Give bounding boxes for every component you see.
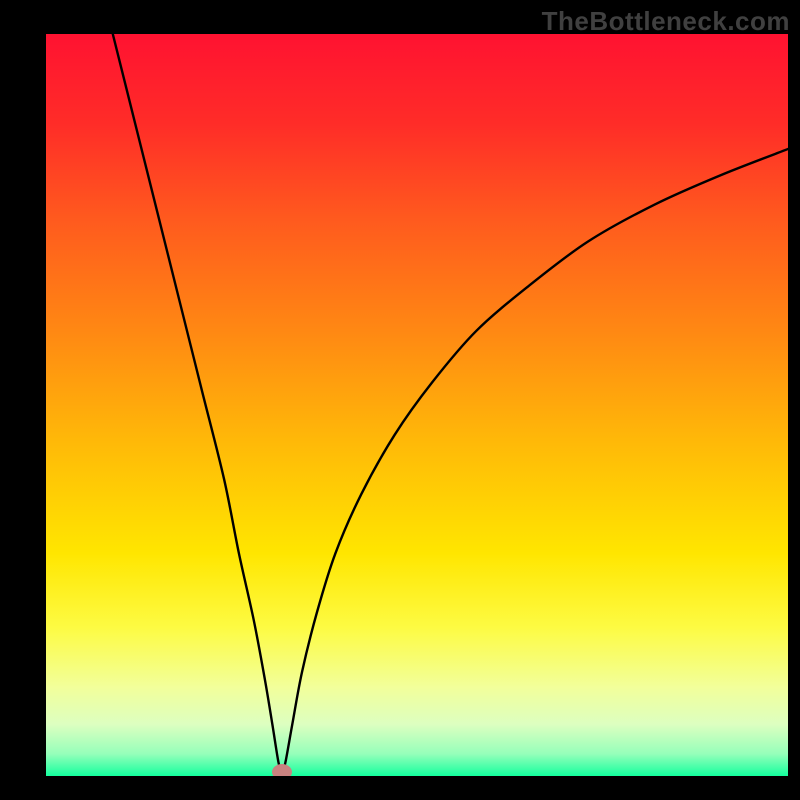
bottleneck-curve <box>46 34 788 776</box>
chart-plot-area <box>46 34 788 776</box>
minimum-marker <box>272 764 292 776</box>
watermark-text: TheBottleneck.com <box>542 6 790 37</box>
